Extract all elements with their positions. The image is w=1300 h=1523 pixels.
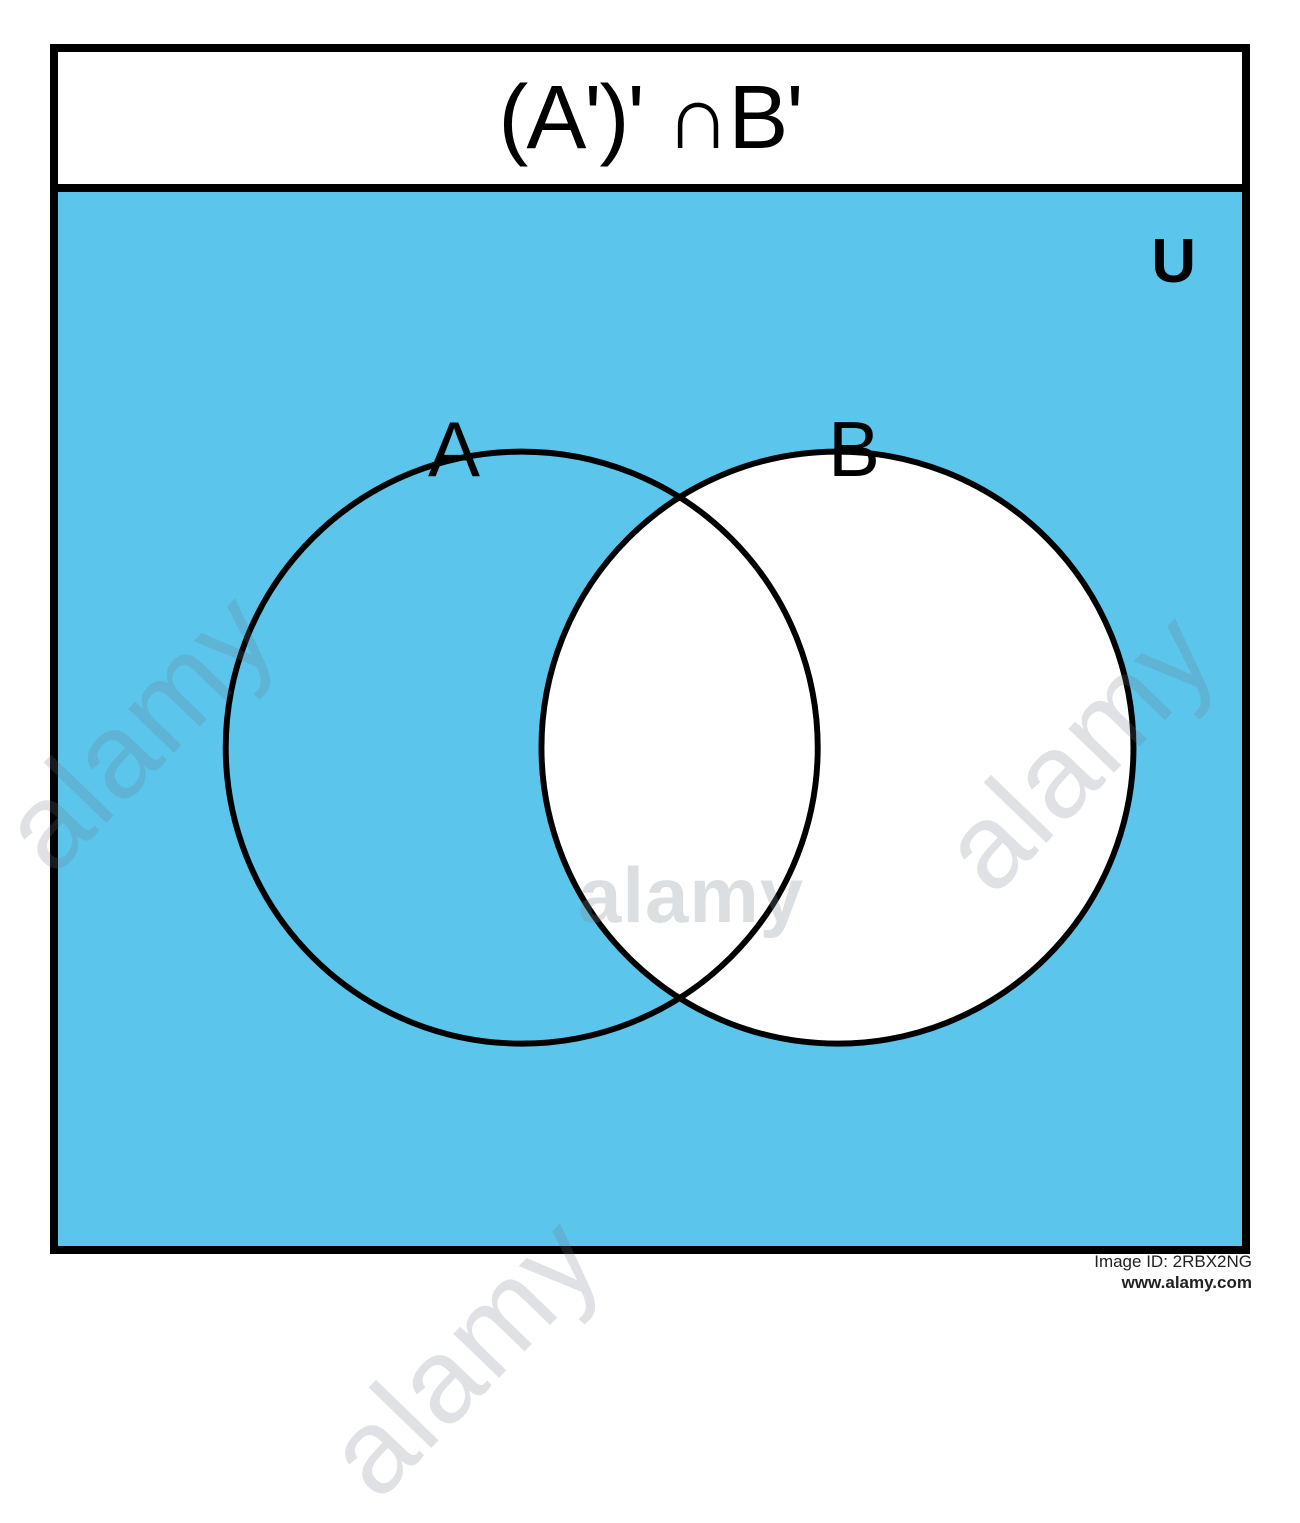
diagram-stage: (A')' ∩B' alamy alamy alamy alamy U A B [50, 44, 1250, 1254]
image-id-text: Image ID: 2RBX2NG [1094, 1251, 1252, 1272]
expression-text: (A')' ∩B' [498, 67, 801, 170]
universal-set-label: U [1151, 226, 1196, 297]
universal-set-box: alamy alamy alamy alamy U A B [50, 192, 1250, 1254]
circle-b-fill [541, 452, 1133, 1044]
image-url-text: www.alamy.com [1094, 1272, 1252, 1293]
circle-b-label: B [828, 404, 880, 495]
circle-a-label: A [428, 404, 480, 495]
venn-svg [58, 192, 1242, 1246]
expression-title-bar: (A')' ∩B' [50, 44, 1250, 192]
stock-meta: Image ID: 2RBX2NG www.alamy.com [1094, 1251, 1252, 1294]
